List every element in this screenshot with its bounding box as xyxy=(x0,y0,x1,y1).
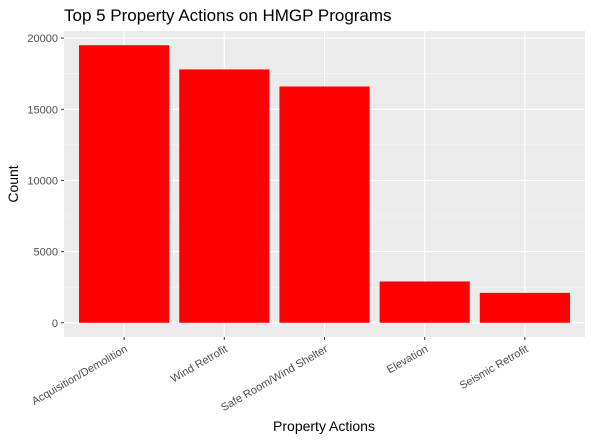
bars xyxy=(79,45,570,323)
x-tick-label: Acquisition/Demolition xyxy=(30,343,130,408)
y-tick-label: 15000 xyxy=(27,104,58,116)
chart-title: Top 5 Property Actions on HMGP Programs xyxy=(64,6,392,25)
x-tick-label: Wind Retrofit xyxy=(169,343,230,385)
x-tick-label: Elevation xyxy=(385,343,430,376)
y-tick-label: 20000 xyxy=(27,33,58,45)
bar-acquisition-demolition xyxy=(79,45,170,323)
y-tick-label: 0 xyxy=(52,318,58,330)
y-tick-label: 5000 xyxy=(34,247,58,259)
y-tick-label: 10000 xyxy=(27,175,58,187)
bar-safe-room-wind-shelter xyxy=(279,86,370,323)
x-axis: Acquisition/Demolition Wind RetrofitSafe … xyxy=(30,337,530,414)
bar-elevation xyxy=(379,281,470,323)
x-tick-label: Seismic Retrofit xyxy=(458,343,531,392)
x-axis-title: Property Actions xyxy=(273,418,375,434)
x-tick-label: Safe Room/Wind Shelter xyxy=(219,343,330,414)
bar-seismic-retrofit xyxy=(479,292,570,323)
bar-wind-retrofit xyxy=(179,69,270,323)
y-axis: 0 5000 10000 15000 20000 xyxy=(27,33,64,330)
y-axis-title: Count xyxy=(5,165,21,202)
